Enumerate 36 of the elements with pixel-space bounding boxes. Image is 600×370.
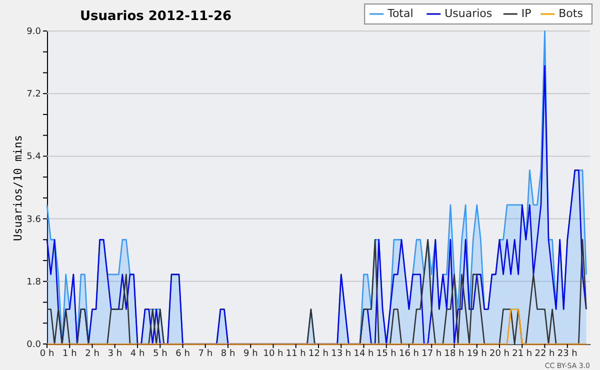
- x-tick-label: 3 h: [108, 349, 122, 359]
- x-tick-label: 17 h: [422, 349, 442, 359]
- x-tick-label: 8 h: [220, 349, 236, 359]
- x-tick-label: 20 h: [489, 349, 510, 359]
- y-tick-label: 0.0: [26, 340, 42, 350]
- x-tick-label: 18 h: [444, 349, 464, 359]
- y-tick-label: 7.2: [26, 90, 41, 100]
- x-tick-label: 2 h: [85, 349, 100, 359]
- x-tick-label: 11 h: [286, 349, 306, 359]
- legend-label: Usuarios: [444, 7, 492, 20]
- x-tick-label: 9 h: [243, 349, 258, 359]
- y-tick-label: 9.0: [26, 27, 42, 37]
- legend-label: Total: [386, 7, 414, 20]
- x-tick-label: 16 h: [398, 349, 420, 359]
- x-tick-label: 7 h: [198, 349, 213, 359]
- x-tick-label: 19 h: [466, 349, 487, 359]
- y-tick-label: 5.4: [26, 152, 42, 162]
- x-tick-label: 4 h: [130, 349, 145, 359]
- y-tick-label: 3.6: [26, 214, 42, 225]
- x-tick-label: 12 h: [308, 349, 329, 359]
- x-tick-label: 23 h: [557, 349, 578, 359]
- x-tick-label: 14 h: [354, 349, 374, 359]
- legend-label: IP: [521, 7, 532, 20]
- y-axis-title: Usuarios/10 mins: [12, 135, 24, 241]
- x-tick-label: 0 h: [40, 349, 54, 359]
- x-tick-label: 13 h: [331, 349, 352, 359]
- x-tick-label: 5 h: [152, 349, 168, 359]
- x-tick-label: 21 h: [512, 349, 532, 359]
- x-tick-label: 22 h: [534, 349, 555, 359]
- x-tick-label: 10 h: [263, 349, 284, 359]
- legend-label: Bots: [558, 7, 584, 20]
- x-tick-label: 1 h: [62, 349, 77, 359]
- y-tick-label: 1.8: [26, 277, 42, 288]
- x-tick-label: 6 h: [176, 349, 190, 359]
- x-tick-label: 15 h: [376, 349, 396, 359]
- chart-title: Usuarios 2012-11-26: [80, 9, 232, 24]
